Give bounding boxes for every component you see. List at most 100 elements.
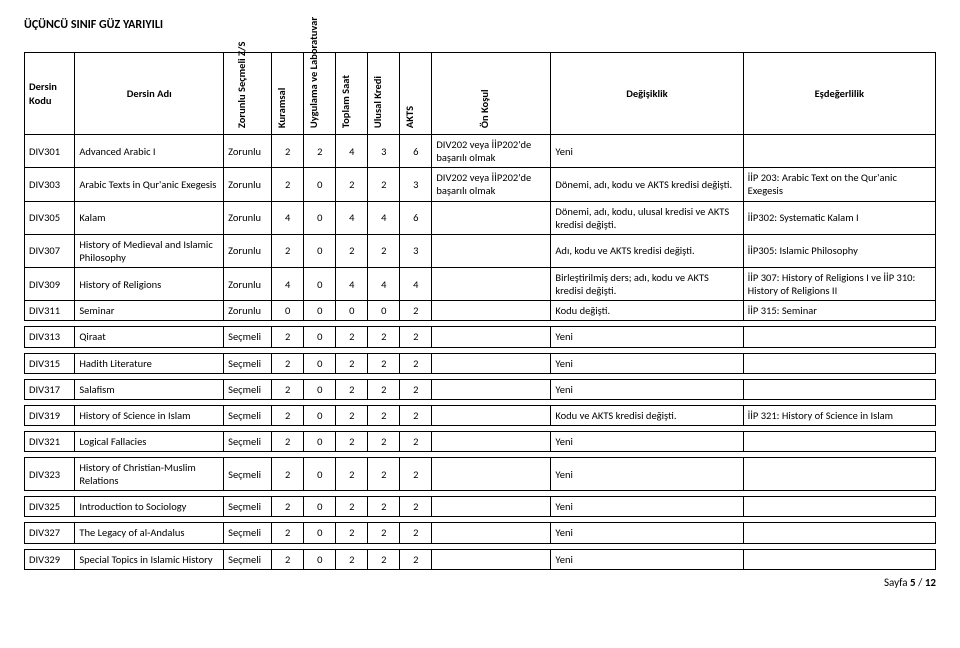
cell-akts: 6 [400,135,432,168]
cell-esdeger [743,523,935,543]
table-row: DIV309History of ReligionsZorunlu40444Bi… [25,268,936,301]
cell-akts: 2 [400,458,432,491]
cell-akts: 6 [400,201,432,234]
cell-kuramsal: 2 [272,405,304,425]
cell-akts: 2 [400,549,432,569]
cell-akts: 2 [400,497,432,517]
cell-ad: Logical Fallacies [75,431,224,451]
cell-uygulama: 0 [304,327,336,347]
cell-esdeger [743,135,935,168]
cell-onkosul [432,405,551,425]
cell-esdeger [743,497,935,517]
cell-esdeger: İİP 315: Seminar [743,301,935,321]
cell-kuramsal: 2 [272,353,304,373]
cell-kod: DIV309 [25,268,75,301]
cell-ulusal: 2 [368,234,400,267]
cell-onkosul [432,431,551,451]
cell-ad: Special Topics in Islamic History [75,549,224,569]
cell-onkosul [432,379,551,399]
cell-ad: Salafism [75,379,224,399]
cell-degisiklik: Yeni [551,431,743,451]
cell-akts: 2 [400,431,432,451]
cell-akts: 3 [400,168,432,201]
cell-ad: History of Christian-Muslim Relations [75,458,224,491]
cell-toplam: 2 [336,234,368,267]
cell-degisiklik: Yeni [551,135,743,168]
cell-kuramsal: 2 [272,497,304,517]
cell-ad: Advanced Arabic I [75,135,224,168]
cell-uygulama: 0 [304,523,336,543]
page-title: ÜÇÜNCÜ SINIF GÜZ YARIYILI [24,18,936,32]
cell-degisiklik: Yeni [551,549,743,569]
cell-toplam: 2 [336,353,368,373]
cell-toplam: 2 [336,327,368,347]
cell-kod: DIV317 [25,379,75,399]
cell-degisiklik: Dönemi, adı, kodu ve AKTS kredisi değişt… [551,168,743,201]
cell-akts: 2 [400,327,432,347]
cell-zs: Zorunlu [224,268,272,301]
col-toplam: Toplam Saat [336,53,368,135]
cell-esdeger: İİP302: Systematic Kalam I [743,201,935,234]
cell-kod: DIV319 [25,405,75,425]
cell-degisiklik: Kodu değişti. [551,301,743,321]
table-row: DIV313QiraatSeçmeli20222Yeni [25,327,936,347]
footer-sep: / [916,576,925,589]
cell-uygulama: 0 [304,268,336,301]
cell-degisiklik: Kodu ve AKTS kredisi değişti. [551,405,743,425]
cell-ulusal: 2 [368,353,400,373]
cell-ad: Introduction to Sociology [75,497,224,517]
cell-esdeger [743,379,935,399]
cell-uygulama: 0 [304,234,336,267]
cell-esdeger: İİP 307: History of Religions I ve İİP 3… [743,268,935,301]
cell-toplam: 4 [336,135,368,168]
cell-akts: 2 [400,379,432,399]
cell-esdeger [743,549,935,569]
cell-zs: Seçmeli [224,405,272,425]
cell-kod: DIV301 [25,135,75,168]
cell-ad: Kalam [75,201,224,234]
cell-onkosul: DIV202 veya İİP202'de başarılı olmak [432,168,551,201]
footer-total: 12 [925,576,936,589]
cell-kuramsal: 2 [272,431,304,451]
cell-kuramsal: 0 [272,301,304,321]
cell-onkosul [432,549,551,569]
cell-uygulama: 0 [304,201,336,234]
cell-onkosul [432,497,551,517]
cell-esdeger: İİP 321: History of Science in Islam [743,405,935,425]
cell-ulusal: 4 [368,268,400,301]
cell-kuramsal: 2 [272,168,304,201]
cell-ulusal: 2 [368,379,400,399]
cell-zs: Seçmeli [224,497,272,517]
cell-uygulama: 0 [304,301,336,321]
cell-toplam: 2 [336,523,368,543]
cell-akts: 2 [400,301,432,321]
cell-kod: DIV325 [25,497,75,517]
cell-ad: History of Medieval and Islamic Philosop… [75,234,224,267]
cell-degisiklik: Dönemi, adı, kodu, ulusal kredisi ve AKT… [551,201,743,234]
cell-ad: The Legacy of al-Andalus [75,523,224,543]
cell-onkosul [432,458,551,491]
cell-akts: 3 [400,234,432,267]
cell-esdeger [743,431,935,451]
cell-kuramsal: 2 [272,549,304,569]
cell-kuramsal: 2 [272,523,304,543]
cell-ad: History of Religions [75,268,224,301]
course-table: Dersin Kodu Dersin Adı Zorunlu Seçmeli Z… [24,52,936,570]
cell-onkosul [432,327,551,347]
cell-degisiklik: Yeni [551,497,743,517]
cell-degisiklik: Adı, kodu ve AKTS kredisi değişti. [551,234,743,267]
col-zs: Zorunlu Seçmeli Z/S [224,53,272,135]
cell-zs: Seçmeli [224,549,272,569]
cell-ad: Arabic Texts in Qur'anic Exegesis [75,168,224,201]
cell-zs: Seçmeli [224,353,272,373]
cell-onkosul [432,201,551,234]
table-header-row: Dersin Kodu Dersin Adı Zorunlu Seçmeli Z… [25,53,936,135]
table-row: DIV311SeminarZorunlu00002Kodu değişti.İİ… [25,301,936,321]
cell-akts: 4 [400,268,432,301]
cell-onkosul [432,234,551,267]
cell-uygulama: 0 [304,497,336,517]
col-uygulama: Uygulama ve Laboratuvar [304,53,336,135]
cell-esdeger [743,327,935,347]
table-row: DIV317SalafismSeçmeli20222Yeni [25,379,936,399]
col-kodu: Dersin Kodu [25,53,75,135]
